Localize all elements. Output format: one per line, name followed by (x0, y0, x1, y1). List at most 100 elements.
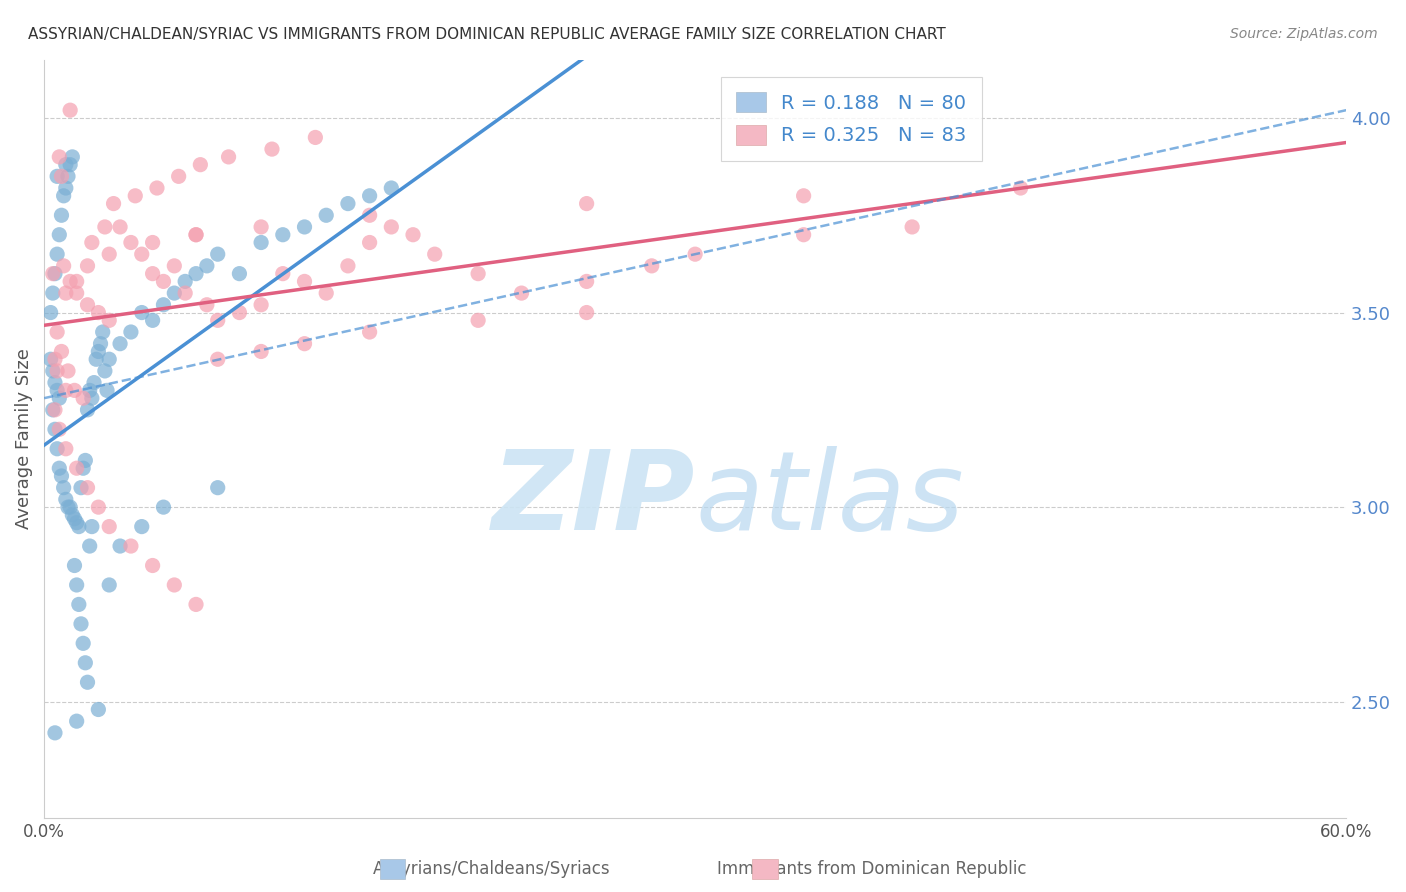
Point (94, 364, 117, 378)
Point (67, 598, 90, 612)
Point (250, 298, 273, 312)
Point (250, 235, 273, 250)
Point (59, 274, 82, 288)
Point (228, 305, 250, 319)
Point (66, 516, 89, 530)
Text: Source: ZipAtlas.com: Source: ZipAtlas.com (1230, 27, 1378, 41)
Point (66, 286, 89, 301)
Point (174, 286, 197, 301)
Point (76, 675, 98, 690)
Point (131, 247, 153, 261)
Point (142, 313, 165, 327)
Point (51, 344, 73, 359)
Point (793, 189, 815, 203)
Point (98, 578, 121, 592)
Point (66, 461, 89, 475)
Point (44, 352, 66, 367)
Point (80, 391, 103, 405)
Point (304, 130, 326, 145)
Point (131, 519, 153, 533)
Point (98, 247, 121, 261)
Point (44, 376, 66, 390)
Point (84, 352, 107, 367)
Point (575, 305, 598, 319)
Point (59, 158, 82, 172)
Point (55, 158, 77, 172)
Point (46, 169, 69, 184)
Point (70, 616, 93, 631)
Point (87, 344, 110, 359)
Point (96, 384, 118, 398)
Point (42, 267, 65, 281)
Point (48, 391, 70, 405)
Legend: R = 0.188   N = 80, R = 0.325   N = 83: R = 0.188 N = 80, R = 0.325 N = 83 (721, 77, 981, 161)
Point (48, 150, 70, 164)
Point (152, 500, 174, 515)
Point (60, 150, 83, 164)
Point (103, 196, 125, 211)
Point (207, 313, 229, 327)
Point (228, 267, 250, 281)
Point (901, 219, 924, 234)
Point (66, 578, 89, 592)
Point (359, 189, 381, 203)
Point (44, 402, 66, 417)
Point (467, 313, 489, 327)
Point (52, 481, 75, 495)
Point (260, 142, 283, 156)
Point (195, 259, 218, 273)
Point (87, 500, 110, 515)
Point (51, 169, 73, 184)
Point (184, 598, 207, 612)
Point (380, 219, 402, 234)
Point (44, 267, 66, 281)
Point (44, 726, 66, 740)
Point (66, 714, 89, 728)
Point (46, 247, 69, 261)
Point (359, 325, 381, 339)
Point (1010, 181, 1032, 195)
Point (142, 558, 165, 573)
Point (44, 422, 66, 436)
Point (80, 235, 103, 250)
Point (42, 402, 65, 417)
Point (336, 259, 359, 273)
Point (98, 519, 121, 533)
Point (124, 189, 146, 203)
Point (83, 376, 105, 390)
Point (76, 298, 98, 312)
Point (59, 500, 82, 515)
Point (294, 274, 316, 288)
Point (315, 286, 337, 301)
Point (66, 274, 89, 288)
Point (380, 181, 402, 195)
Point (75, 453, 97, 467)
Point (55, 286, 77, 301)
Point (184, 227, 207, 242)
Point (87, 305, 110, 319)
Point (207, 247, 229, 261)
Point (163, 286, 186, 301)
Point (52, 259, 75, 273)
Point (70, 481, 93, 495)
Point (108, 336, 131, 351)
Point (359, 235, 381, 250)
Point (184, 267, 207, 281)
Text: ZIP: ZIP (492, 446, 695, 553)
Point (76, 481, 98, 495)
Point (63, 384, 86, 398)
Point (46, 364, 69, 378)
Point (46, 384, 69, 398)
Point (167, 169, 190, 184)
Point (174, 274, 197, 288)
Point (55, 384, 77, 398)
Point (163, 578, 186, 592)
Point (188, 158, 211, 172)
Point (271, 227, 294, 242)
Point (90, 336, 112, 351)
Text: atlas: atlas (695, 446, 963, 553)
Point (152, 274, 174, 288)
Point (51, 208, 73, 222)
Point (402, 227, 425, 242)
Point (79, 539, 101, 553)
